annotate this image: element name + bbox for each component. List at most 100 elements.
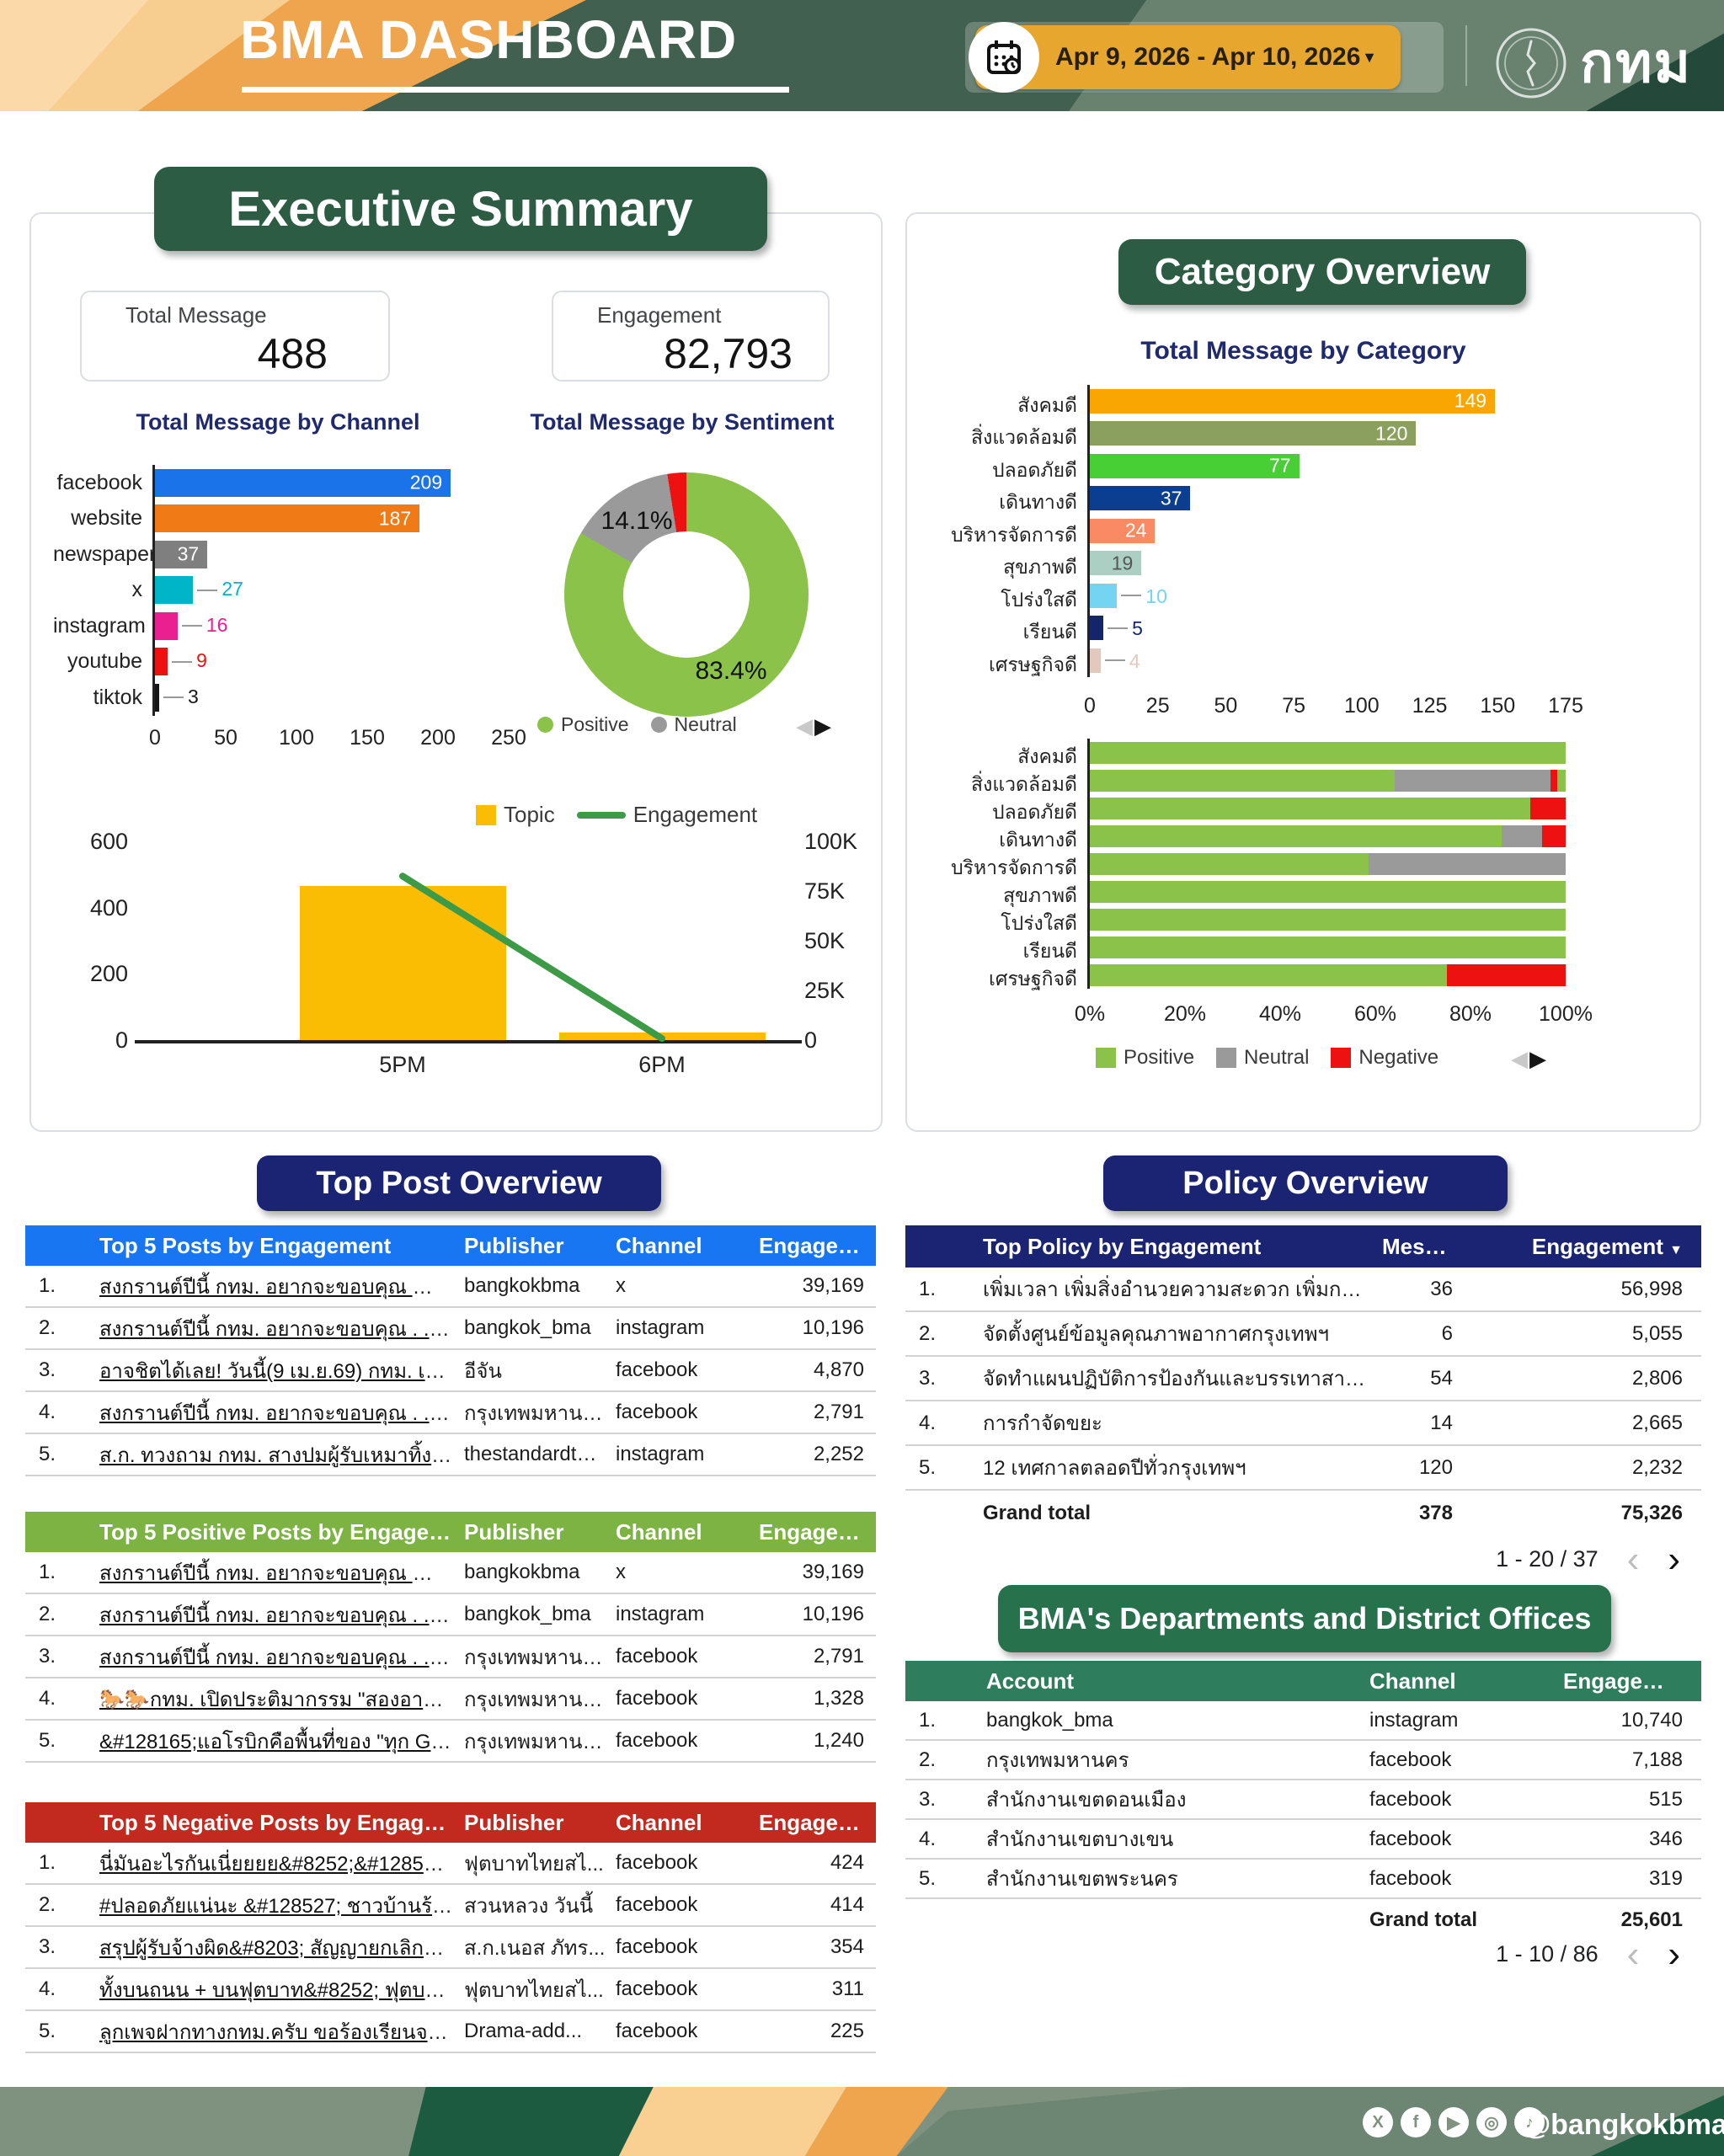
next-page-button[interactable]: › [1668,1933,1680,1975]
post-title-link[interactable]: สงกรานต์ปีนี้ กทม. อยากจะขอบคุณ . . คุณล… [99,1646,459,1669]
row-number: 5. [919,1866,937,1890]
message-cell: 36 [1430,1277,1453,1300]
post-title-link[interactable]: สรุปผู้รับจ้างผิด&#8203; สัญญายกเลิกได้&… [99,1936,459,1960]
column-header: Channel [616,1232,702,1258]
engagement-legend-line [576,811,626,819]
post-title-link[interactable]: ลูกเพจฝากทางกทม.ครับ ขอร้องเรียนจา เพจ D… [99,2020,459,2044]
post-title-link[interactable]: สงกรานต์ปีนี้ กทม. อยากจะขอบคุณ . . คุณล… [99,1604,459,1627]
carousel-next-icon[interactable]: ▶ [814,713,833,739]
facebook-icon[interactable]: f [1401,2107,1431,2137]
youtube-icon[interactable]: ▶ [1438,2107,1469,2137]
engagement-cell: 311 [831,1977,864,2000]
row-number: 1. [39,1561,56,1583]
axis-category-label: tiktok [93,685,142,709]
channel-cell: facebook [616,1851,698,1874]
table-row: 4. 🐎🐎กทม. เปิดประติมากรรม "สองอาชา" (Two … [25,1678,876,1721]
negative-segment-ปลอดภัยดี [1529,797,1566,819]
legend-label: Neutral [674,713,737,735]
x-icon[interactable]: X [1363,2107,1393,2137]
bar-บริหารจัดการดี: 24 [1090,518,1156,543]
carousel-next-icon[interactable]: ▶ [1529,1046,1548,1071]
publisher-cell: กรุงเทพมหานคร [464,1401,607,1425]
publisher-cell: กรุงเทพมหานคร [464,1646,607,1669]
post-title-link[interactable]: 🐎🐎กทม. เปิดประติมากรรม "สองอาชา" (Two St… [99,1688,459,1711]
carousel-prev-icon[interactable]: ◀ [1511,1046,1529,1071]
axis-category-label: สังคมดี [1017,393,1077,416]
prev-page-button[interactable]: ‹ [1626,1933,1640,1975]
table-row: 5. ส.ก. ทวงถาม กทม. สางปมผู้รับเหมาทิ้งงา… [25,1434,876,1476]
prev-page-button[interactable]: ‹ [1626,1538,1640,1580]
title-underline [242,87,789,93]
post-title-link[interactable]: นี่มันอะไรกันเนี่ยยยย&#8252;&#128561;&#1… [99,1852,459,1876]
row-number: 3. [39,1935,56,1958]
post-title-link[interactable]: สงกรานต์ปีนี้ กทม. อยากจะขอบคุณ . . คุณล… [99,1317,459,1341]
table-row: 4. การกำจัดขยะ 14 2,665 [905,1401,1701,1446]
total-message-stat-card: Total Message 488 [80,291,390,382]
legend-label: Topic [504,802,555,827]
column-header-sort[interactable]: Engagement ▼ [759,1809,876,1835]
post-title-link[interactable]: สงกรานต์ปีนี้ กทม. อยากจะขอบคุณ . . คุณล… [99,1401,459,1425]
table-row: 5. &#128165;แอโรบิกคือพื้นที่ของ "ทุก GEN… [25,1721,876,1763]
instagram-icon[interactable]: ◎ [1476,2107,1507,2137]
axis-category-label: website [71,506,142,531]
post-title-link[interactable]: อาจชิตได้เลย! วันนี้(9 เม.ย.69) กทม. เตื… [99,1359,459,1383]
donut-hole [623,531,750,658]
axis-category-label: บริหารจัดการดี [951,523,1077,546]
positive-segment-สิ่งแวดล้อมดี [1090,769,1395,792]
right-axis-tick: 50K [804,928,846,953]
axis-category-label: เรียนดี [1022,940,1077,962]
column-header-sort[interactable]: Engagement ▼ [759,1518,876,1545]
post-title-link[interactable]: &#128165;แอโรบิกคือพื้นที่ของ "ทุก GEN" … [99,1730,459,1753]
positive-segment-เศรษฐกิจดี [1090,963,1447,986]
post-title-link[interactable]: ทั้งบนถนน + บนฟุตบาท&#8252; ฟุตบาทนานา&#… [99,1978,459,2002]
next-page-button[interactable]: › [1668,1538,1680,1580]
column-header-sort[interactable]: Engagement ▼ [1558,1668,1701,1694]
bma-seal-icon [1496,28,1567,98]
table-header-row: Top 5 Posts by Engagement Publisher Channe… [25,1225,876,1266]
channel-cell: facebook [1369,1866,1452,1890]
x-axis-tick: 150 [1480,693,1516,718]
departments-page-range: 1 - 10 / 86 [1496,1941,1599,1967]
post-title-link[interactable]: สงกรานต์ปีนี้ กทม. อยากจะขอบคุณ 🙏 . . 💚 … [99,1561,459,1585]
table-row: 3. สำนักงานเขตดอนเมือง facebook 515 [905,1780,1701,1820]
channel-cell: facebook [1369,1787,1452,1811]
positive-segment-เดินทางดี [1090,825,1502,847]
column-header: Channel [1369,1668,1456,1694]
date-range-picker[interactable]: Apr 9, 2026 - Apr 10, 2026 ▼ [969,22,1401,93]
category-overview-title: Category Overview [1118,239,1526,305]
x-axis-tick: 250 [491,725,526,750]
axis-category-label: สุขภาพดี [1003,556,1077,579]
bar-สุขภาพดี: 19 [1090,551,1142,576]
column-header: Publisher [464,1809,564,1835]
tiktok-icon[interactable]: ♪ [1514,2107,1545,2137]
channel-cell: facebook [616,2020,698,2042]
post-title-link[interactable]: สงกรานต์ปีนี้ กทม. อยากจะขอบคุณ 🙏 . . 💚 … [99,1275,459,1299]
axis-category-label: เศรษฐกิจดี [988,653,1077,675]
engagement-cell: 2,791 [813,1645,864,1668]
axis-category-label: สุขภาพดี [1003,884,1077,906]
neutral-legend-dot [650,717,667,733]
post-title-link[interactable]: #ปลอดภัยแน่นะ &#128527; ชาวบ้านร้องผ่านเ… [99,1894,459,1918]
axis-category-label: facebook [56,470,142,494]
policy-title-cell: 12 เทศกาลตลอดปีทั่วกรุงเทพฯ [983,1457,1246,1480]
post-title-link[interactable]: ส.ก. ทวงถาม กทม. สางปมผู้รับเหมาทิ้งงานต… [99,1444,459,1467]
axis-category-label: newspaper [53,542,157,566]
row-number: 4. [919,1827,937,1850]
bar-facebook: 209 [155,468,451,497]
top-posts-table: Top 5 Posts by Engagement Publisher Channe… [25,1225,876,1476]
stat-value: 82,793 [664,330,793,377]
table-row: 2. #ปลอดภัยแน่นะ &#128527; ชาวบ้านร้องผ่า… [25,1885,876,1927]
table-row: 1. นี่มันอะไรกันเนี่ยยยย&#8252;&#128561;&… [25,1843,876,1885]
category-chart-title: Total Message by Category [1140,337,1466,365]
axis-category-label: youtube [67,649,142,674]
column-header-sort[interactable]: Engagement ▼ [1531,1233,1683,1259]
x-axis-tick: 125 [1412,693,1448,718]
chart-carousel: ◀ ▶ [1511,1046,1548,1072]
row-number: 4. [919,1411,937,1434]
publisher-cell: กรุงเทพมหานคร [464,1688,607,1711]
row-number: 3. [39,1645,56,1668]
y-axis-line [1087,385,1090,677]
carousel-prev-icon[interactable]: ◀ [796,713,814,739]
column-header-sort[interactable]: Engageme... ▼ [759,1232,876,1258]
